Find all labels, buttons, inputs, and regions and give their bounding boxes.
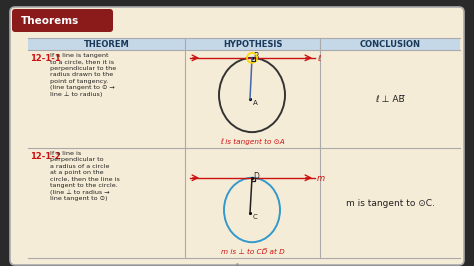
- Bar: [28, 38, 460, 51]
- Text: THEOREM: THEOREM: [83, 40, 129, 49]
- Text: C: C: [253, 214, 258, 220]
- Text: 12-1-2: 12-1-2: [30, 152, 61, 161]
- Text: m is tangent to ⊙C.: m is tangent to ⊙C.: [346, 198, 435, 207]
- FancyBboxPatch shape: [12, 9, 113, 32]
- Text: If a line is
perpendicular to
a radius of a circle
at a point on the
circle, the: If a line is perpendicular to a radius o…: [50, 151, 120, 201]
- Text: B: B: [253, 52, 258, 61]
- Text: A: A: [253, 100, 258, 106]
- Text: HYPOTHESIS: HYPOTHESIS: [223, 40, 282, 49]
- Text: Theorems: Theorems: [21, 16, 79, 26]
- Text: If a line is tangent
to a circle, then it is
perpendicular to the
radius drawn t: If a line is tangent to a circle, then i…: [50, 53, 116, 97]
- FancyBboxPatch shape: [10, 7, 464, 265]
- Text: D: D: [253, 172, 259, 181]
- Text: ii: ii: [235, 263, 239, 266]
- Text: m is ⊥ to CD̅ at D: m is ⊥ to CD̅ at D: [220, 249, 284, 255]
- Text: ℓ is tangent to ⊙A: ℓ is tangent to ⊙A: [220, 138, 285, 145]
- Text: ℓ ⊥ AB̅: ℓ ⊥ AB̅: [375, 94, 405, 103]
- Text: ℓ: ℓ: [317, 54, 320, 63]
- Text: CONCLUSION: CONCLUSION: [359, 40, 420, 49]
- Text: m: m: [317, 174, 325, 183]
- Text: 12-1-1: 12-1-1: [30, 54, 61, 63]
